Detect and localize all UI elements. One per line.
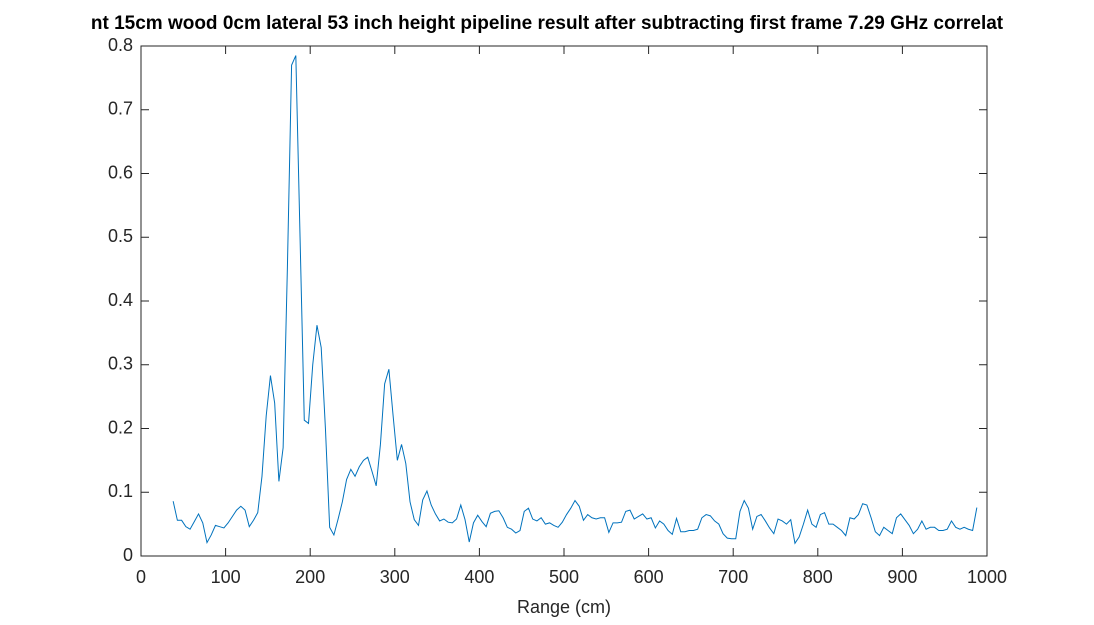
- x-axis-label: Range (cm): [517, 597, 611, 617]
- x-tick-label: 800: [803, 567, 833, 587]
- x-tick-label: 400: [464, 567, 494, 587]
- y-tick-label: 0.7: [108, 99, 133, 119]
- x-tick-label: 900: [887, 567, 917, 587]
- x-tick-label: 500: [549, 567, 579, 587]
- y-tick-label: 0.8: [108, 35, 133, 55]
- x-tick-label: 0: [136, 567, 146, 587]
- y-tick-label: 0.1: [108, 481, 133, 501]
- x-tick-label: 300: [380, 567, 410, 587]
- y-tick-label: 0.4: [108, 290, 133, 310]
- x-tick-label: 100: [211, 567, 241, 587]
- x-tick-label: 700: [718, 567, 748, 587]
- y-tick-label: 0.3: [108, 354, 133, 374]
- y-tick-label: 0.2: [108, 417, 133, 437]
- chart-title: nt 15cm wood 0cm lateral 53 inch height …: [91, 13, 1004, 34]
- x-tick-label: 200: [295, 567, 325, 587]
- data-line: [172, 55, 978, 545]
- y-tick-label: 0.6: [108, 162, 133, 182]
- x-tick-label: 1000: [967, 567, 1007, 587]
- x-tick-label: 600: [634, 567, 664, 587]
- y-tick-label: 0: [123, 545, 133, 565]
- plot-area: [140, 45, 988, 557]
- y-tick-label: 0.5: [108, 226, 133, 246]
